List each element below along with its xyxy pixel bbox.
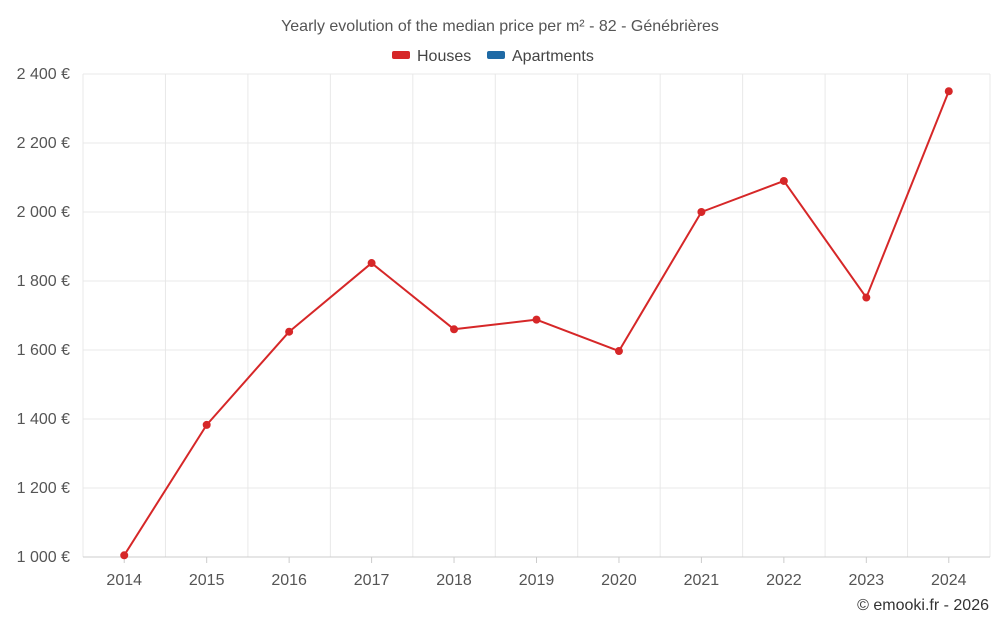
data-point-houses[interactable] bbox=[779, 176, 788, 185]
data-point-houses[interactable] bbox=[614, 347, 623, 356]
y-tick-label: 1 800 € bbox=[17, 273, 70, 290]
x-tick-label: 2017 bbox=[354, 572, 390, 589]
credit-text: © emooki.fr - 2026 bbox=[857, 597, 989, 614]
data-point-houses[interactable] bbox=[697, 208, 706, 216]
x-tick-label: 2020 bbox=[601, 572, 637, 589]
data-point-houses[interactable] bbox=[450, 325, 459, 334]
y-tick-label: 2 200 € bbox=[17, 135, 70, 152]
y-tick-label: 2 400 € bbox=[17, 66, 70, 83]
x-tick-label: 2014 bbox=[106, 572, 142, 589]
y-tick-label: 2 000 € bbox=[17, 204, 70, 221]
y-tick-label: 1 200 € bbox=[17, 480, 70, 497]
chart-title: Yearly evolution of the median price per… bbox=[281, 18, 719, 35]
legend: Houses Apartments bbox=[392, 48, 594, 65]
x-tick-label: 2022 bbox=[766, 572, 802, 589]
data-point-houses[interactable] bbox=[862, 293, 871, 302]
data-point-houses[interactable] bbox=[120, 551, 129, 560]
x-tick-label: 2021 bbox=[684, 572, 720, 589]
data-point-houses[interactable] bbox=[532, 315, 541, 324]
series-houses bbox=[120, 87, 953, 560]
x-tick-label: 2018 bbox=[436, 572, 472, 589]
y-tick-label: 1 000 € bbox=[17, 549, 70, 566]
legend-item-apartments[interactable]: Apartments bbox=[487, 48, 594, 65]
x-tick-label: 2016 bbox=[271, 572, 307, 589]
legend-swatch-apartments bbox=[487, 51, 505, 59]
gridlines bbox=[82, 73, 991, 558]
x-tick-label: 2015 bbox=[189, 572, 225, 589]
legend-item-houses[interactable]: Houses bbox=[392, 48, 471, 65]
x-tick-label: 2023 bbox=[849, 572, 885, 589]
legend-label-apartments: Apartments bbox=[512, 48, 594, 65]
x-tick-label: 2024 bbox=[931, 572, 967, 589]
data-point-houses[interactable] bbox=[944, 87, 953, 96]
x-tick-label: 2019 bbox=[519, 572, 555, 589]
data-point-houses[interactable] bbox=[202, 420, 211, 429]
y-tick-label: 1 600 € bbox=[17, 342, 70, 359]
data-point-houses[interactable] bbox=[285, 327, 294, 336]
legend-label-houses: Houses bbox=[417, 48, 471, 65]
legend-swatch-houses bbox=[392, 51, 410, 59]
y-tick-label: 1 400 € bbox=[17, 411, 70, 428]
data-point-houses[interactable] bbox=[367, 259, 376, 268]
y-axis: 1 000 € 1 200 € 1 400 € 1 600 € 1 800 € 2 000… bbox=[17, 66, 70, 566]
x-axis: 2014 2015 2016 2017 2018 2019 2020 2021 2022 2023… bbox=[83, 556, 990, 589]
